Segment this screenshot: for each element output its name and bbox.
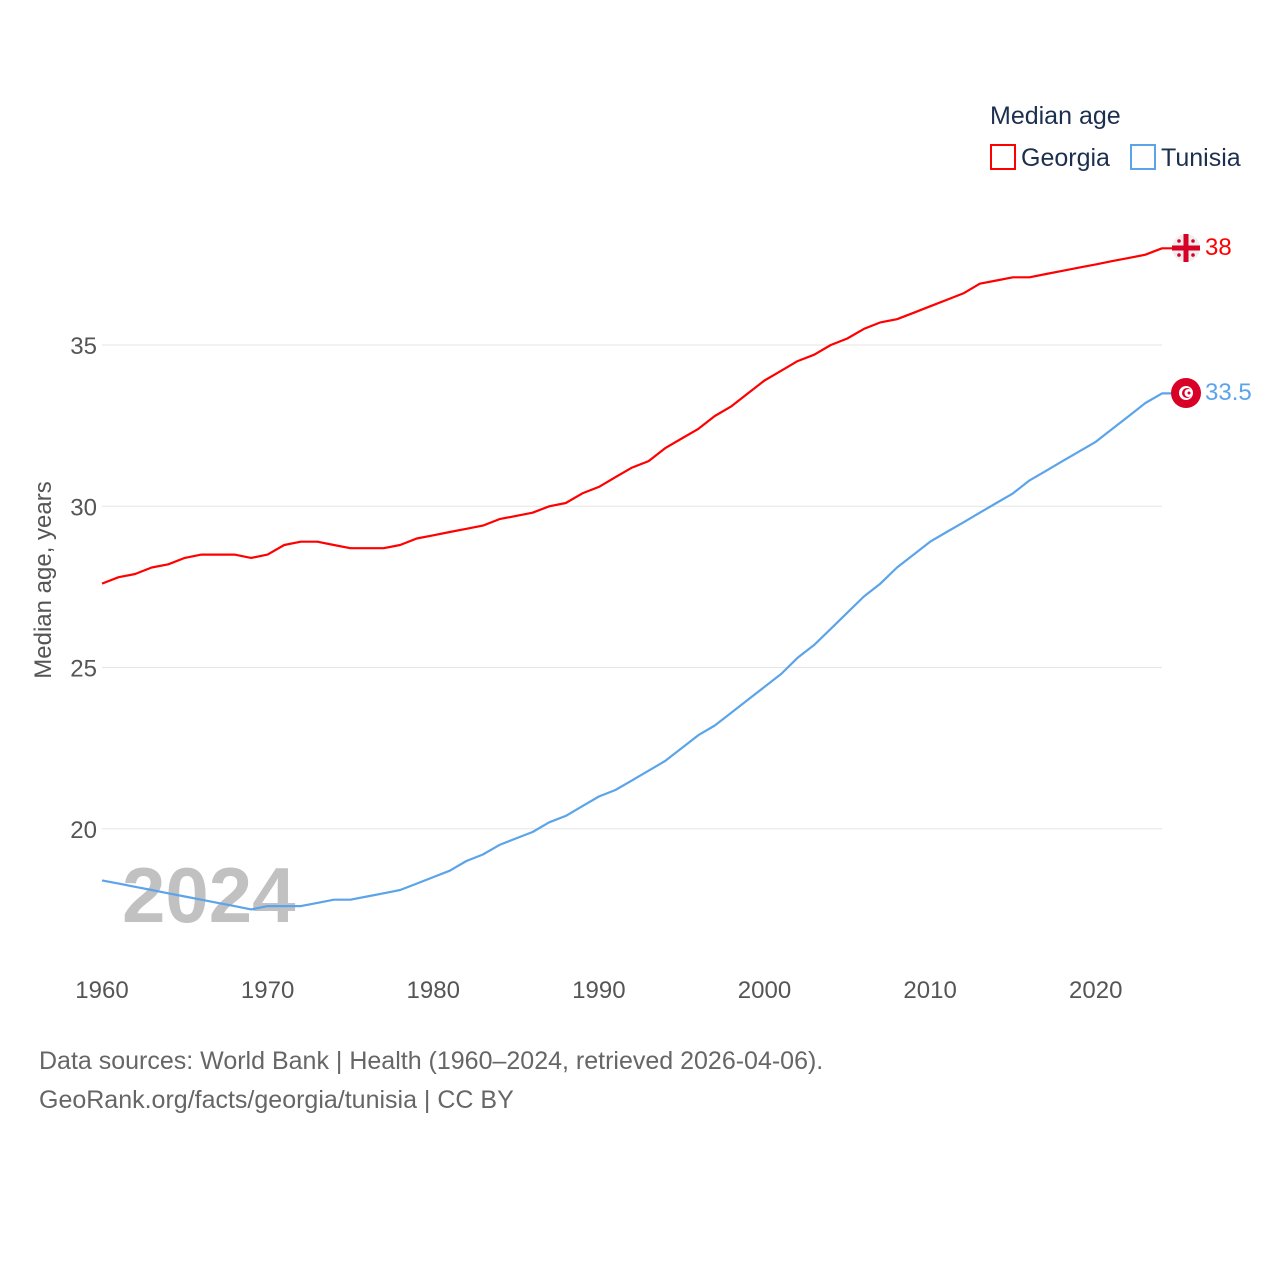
y-axis-label: Median age, years — [30, 481, 57, 678]
y-tick-label: 35 — [70, 333, 97, 360]
y-axis-ticks: 20 25 30 35 — [70, 333, 97, 844]
series-lines — [101, 247, 1174, 911]
legend-swatch-tunisia[interactable] — [1130, 144, 1156, 170]
y-tick-label: 20 — [70, 817, 97, 844]
data-source-text: Data sources: World Bank | Health (1960–… — [39, 1047, 824, 1075]
x-tick-label: 2010 — [903, 977, 956, 1004]
y-tick-label: 30 — [70, 494, 97, 521]
x-tick-label: 2000 — [738, 977, 791, 1004]
x-tick-label: 1960 — [75, 977, 128, 1004]
x-tick-label: 2020 — [1069, 977, 1122, 1004]
gridlines — [102, 344, 1162, 830]
legend-label-georgia[interactable]: Georgia — [1021, 144, 1110, 172]
footer: Data sources: World Bank | Health (1960–… — [39, 1042, 823, 1120]
series-line-georgia[interactable] — [101, 247, 1174, 585]
x-tick-label: 1990 — [572, 977, 625, 1004]
series-line-tunisia[interactable] — [101, 392, 1174, 911]
year-watermark: 2024 — [122, 851, 296, 939]
x-tick-label: 1980 — [407, 977, 460, 1004]
tunisia-flag-icon — [1171, 378, 1201, 408]
attribution-link[interactable]: GeoRank.org/facts/georgia/tunisia | CC B… — [39, 1086, 514, 1114]
x-axis-ticks: 1960 1970 1980 1990 2000 2010 2020 — [75, 977, 1122, 1004]
legend-swatch-georgia[interactable] — [990, 144, 1016, 170]
georgia-flag-icon — [1172, 234, 1200, 262]
legend-label-tunisia[interactable]: Tunisia — [1161, 144, 1241, 172]
legend: Median age Georgia Tunisia — [990, 102, 1241, 172]
y-tick-label: 25 — [70, 656, 97, 683]
end-label-tunisia: 33.5 — [1205, 379, 1252, 406]
x-tick-label: 1970 — [241, 977, 294, 1004]
legend-title: Median age — [990, 102, 1121, 130]
end-label-georgia: 38 — [1205, 234, 1232, 261]
